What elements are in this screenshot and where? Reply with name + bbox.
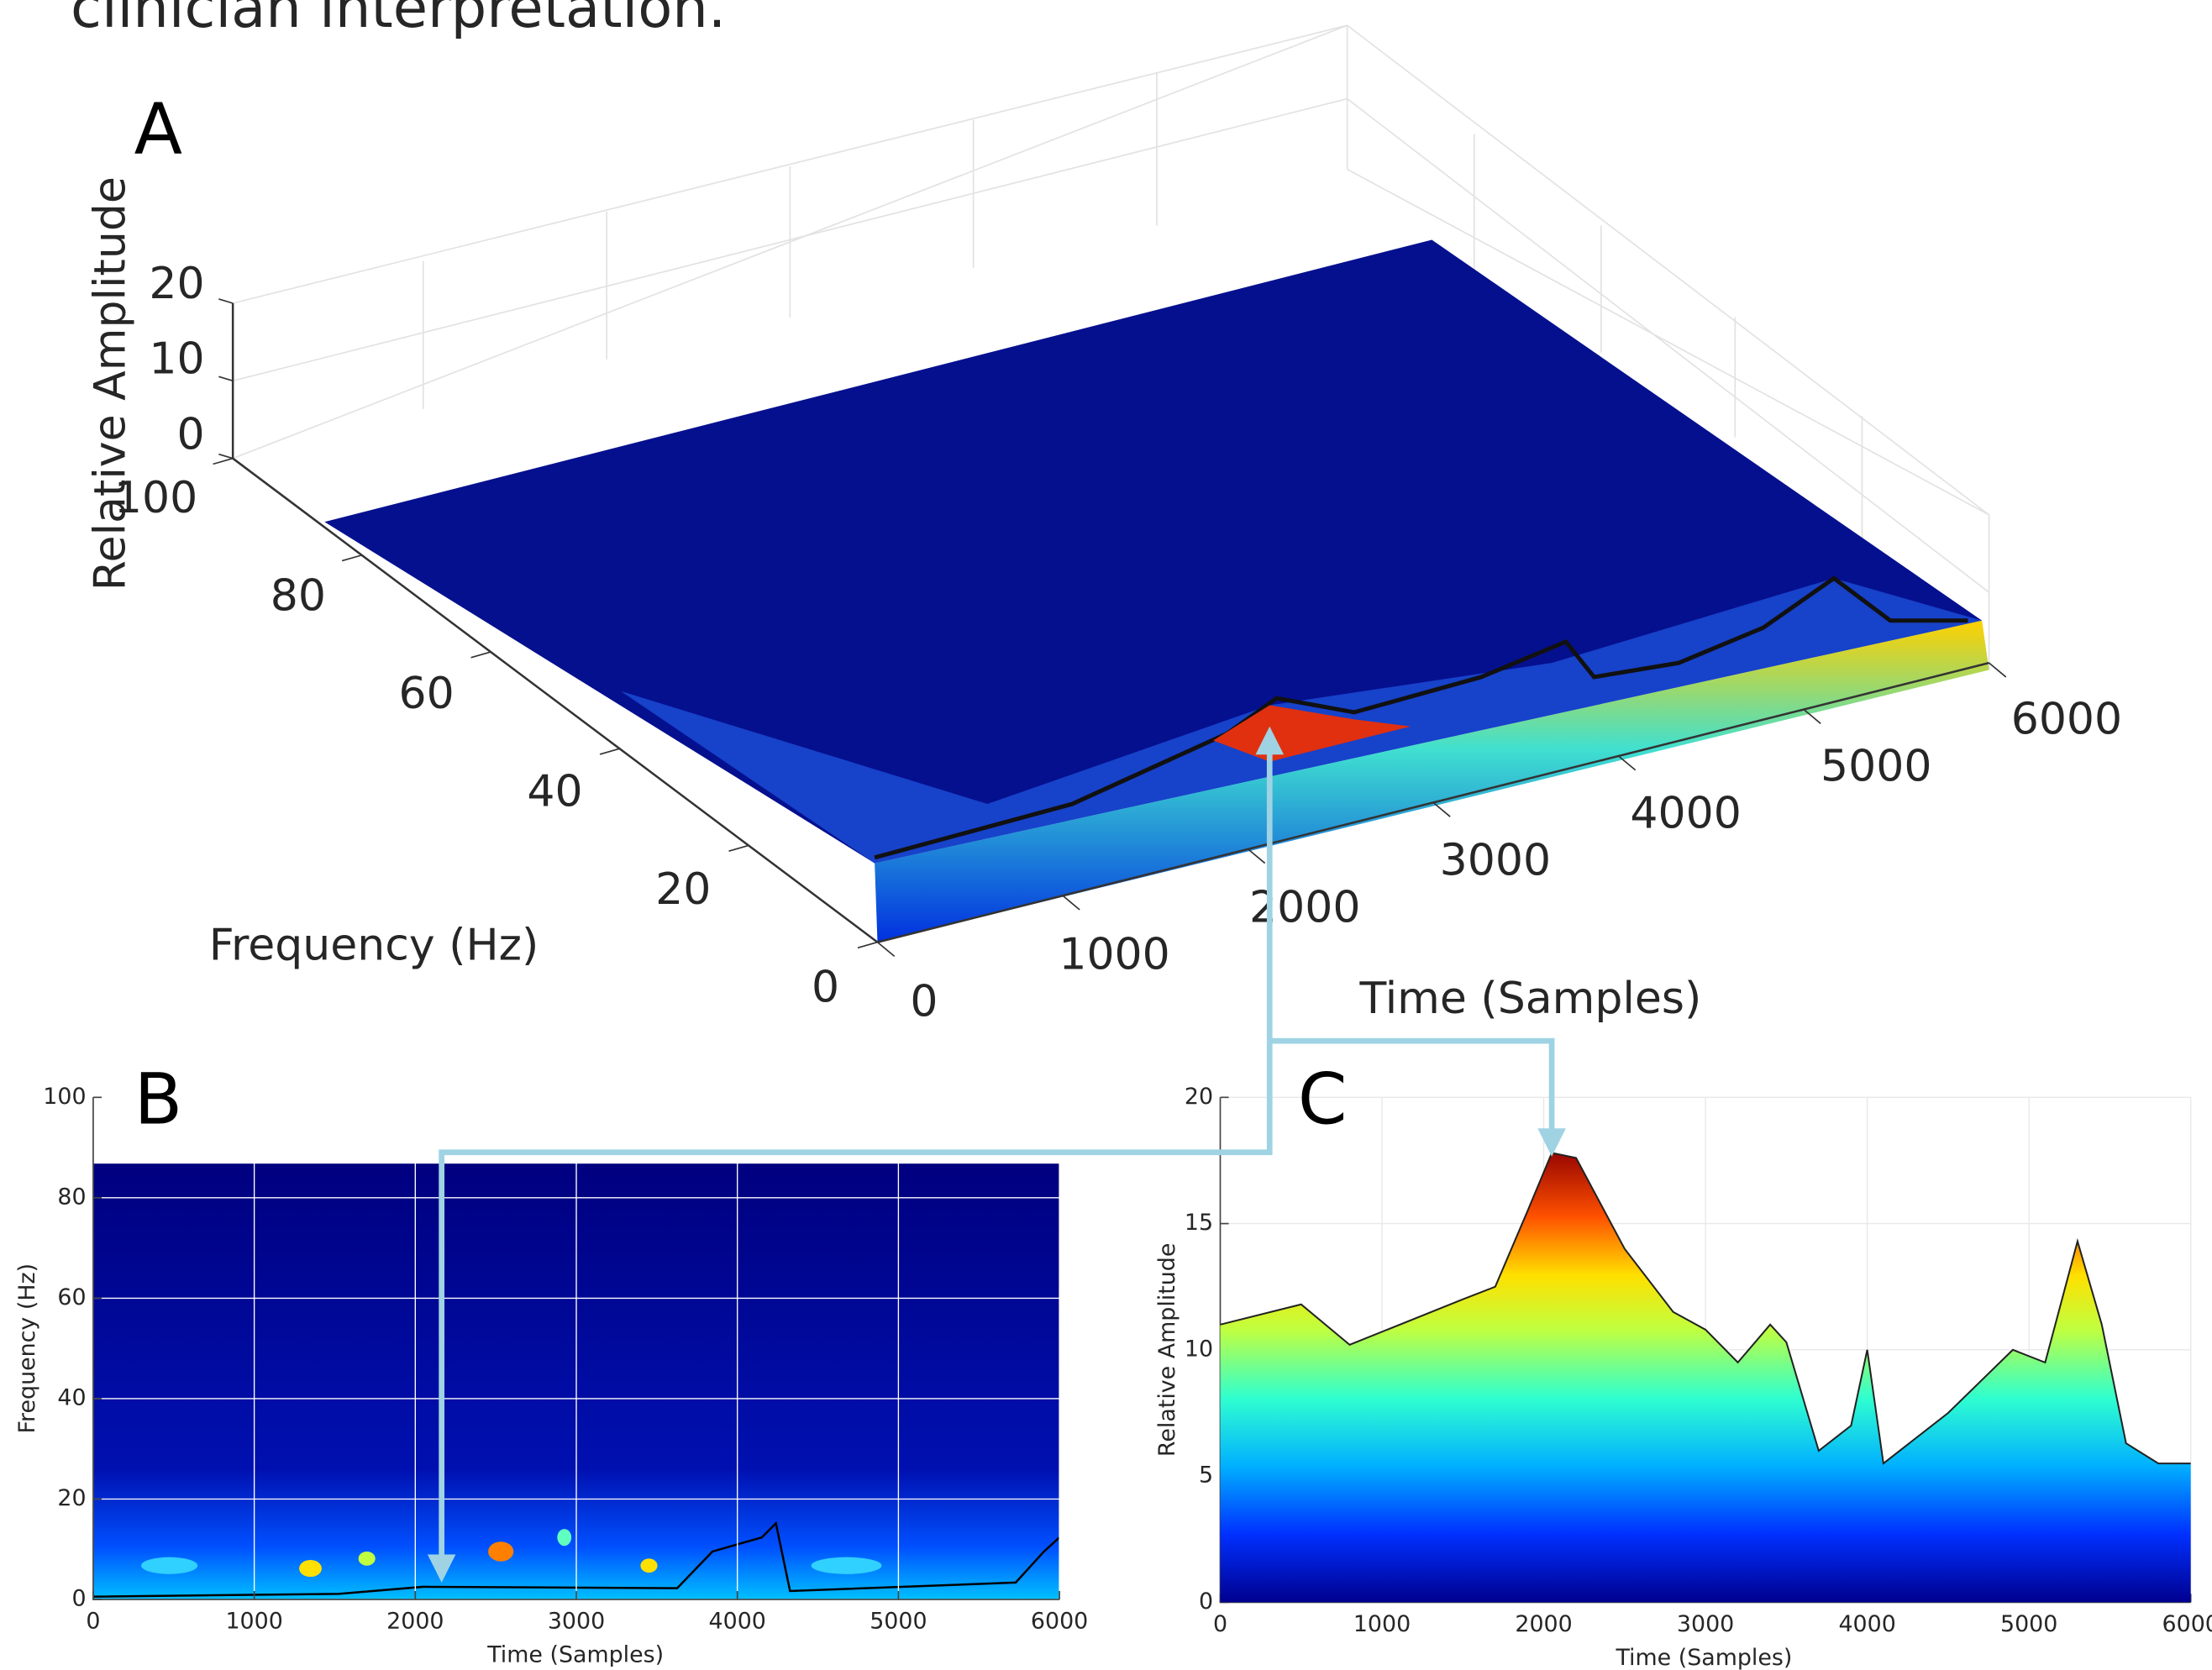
y-tick-label: 40 [527,767,582,817]
z-tick [218,375,234,382]
x-tick [1247,848,1266,864]
x-tick-label: 0 [910,976,938,1027]
z-tick [218,453,234,460]
x-tick-label: 4000 [1630,789,1741,839]
x-axis-title: Time (Samples) [1615,1645,1792,1670]
y-tick-label: 0 [812,963,839,1013]
y-tick-label: 0 [1199,1589,1213,1615]
y-tick-label: 5 [1199,1463,1213,1489]
y-tick [857,941,878,949]
x-tick-label: 0 [86,1608,100,1634]
x-tick [1432,801,1451,817]
x-tick-label: 5000 [1821,742,1931,792]
x-tick-label: 1000 [1353,1611,1411,1637]
x-tick-label: 2000 [1515,1611,1572,1637]
y-tick-label: 40 [57,1384,86,1410]
y-tick-label: 20 [655,864,711,915]
y-tick-label: 20 [1185,1084,1213,1110]
y-tick-label: 15 [1185,1210,1213,1236]
panel-letter: A [134,87,182,170]
y-tick [213,457,234,465]
z-tick-label: 20 [149,259,204,309]
panel-letter: B [134,1058,183,1141]
x-tick-label: 5000 [2000,1611,2057,1637]
y-tick [341,554,362,562]
z-tick [218,298,234,304]
z-tick-label: 10 [149,334,204,385]
y-tick [470,651,491,659]
y-axis-title: Relative Amplitude [1154,1243,1180,1457]
x-tick [1989,662,2007,678]
surface-front [875,620,1989,943]
y-tick [599,748,620,755]
x-tick-label: 6000 [1031,1608,1088,1634]
x-tick-label: 2000 [1249,883,1360,933]
y-tick-label: 60 [399,669,454,719]
y-tick-label: 100 [43,1084,86,1110]
x-tick-label: 1000 [1059,930,1169,980]
y-tick-label: 80 [271,571,326,622]
x-tick-label: 3000 [548,1608,605,1634]
y-tick-label: 10 [1185,1336,1213,1362]
envelope-line [1220,1152,2191,1465]
y-tick-label: 100 [114,473,197,523]
y-axis-title: Frequency (Hz) [14,1263,40,1434]
x-tick-label: 2000 [386,1608,444,1634]
panel-letter: C [1298,1058,1348,1141]
y-tick-label: 60 [57,1284,86,1310]
x-tick-label: 3000 [1677,1611,1734,1637]
y-axis-title: Frequency (Hz) [209,920,539,970]
x-tick-label: 0 [1213,1611,1227,1637]
area [1220,1153,2191,1603]
x-tick-label: 1000 [225,1608,282,1634]
caption: clinician interpretation. [71,0,726,40]
x-axis-title: Time (Samples) [1358,974,1701,1024]
x-tick-label: 6000 [2162,1611,2212,1637]
x-tick-label: 5000 [870,1608,927,1634]
x-tick-label: 6000 [2011,695,2122,745]
y-tick-label: 20 [57,1485,86,1511]
y-tick-label: 80 [57,1184,86,1210]
x-tick [1618,755,1637,771]
spectrogram-spots [141,1529,882,1578]
x-tick-label: 4000 [709,1608,766,1634]
x-tick [1803,708,1821,724]
arrows [427,726,1566,1583]
z-axis-title: Relative Amplitude [85,176,135,591]
z-tick-label: 0 [176,410,204,460]
y-tick-label: 0 [71,1586,86,1612]
spectrogram-ridge [92,1520,1060,1598]
x-tick-label: 3000 [1440,836,1551,886]
y-tick [728,844,749,852]
surface-box [232,24,1990,670]
x-tick [876,941,896,958]
x-axis-title: Time (Samples) [486,1642,664,1668]
x-tick [1062,895,1080,911]
x-tick-label: 4000 [1838,1611,1895,1637]
